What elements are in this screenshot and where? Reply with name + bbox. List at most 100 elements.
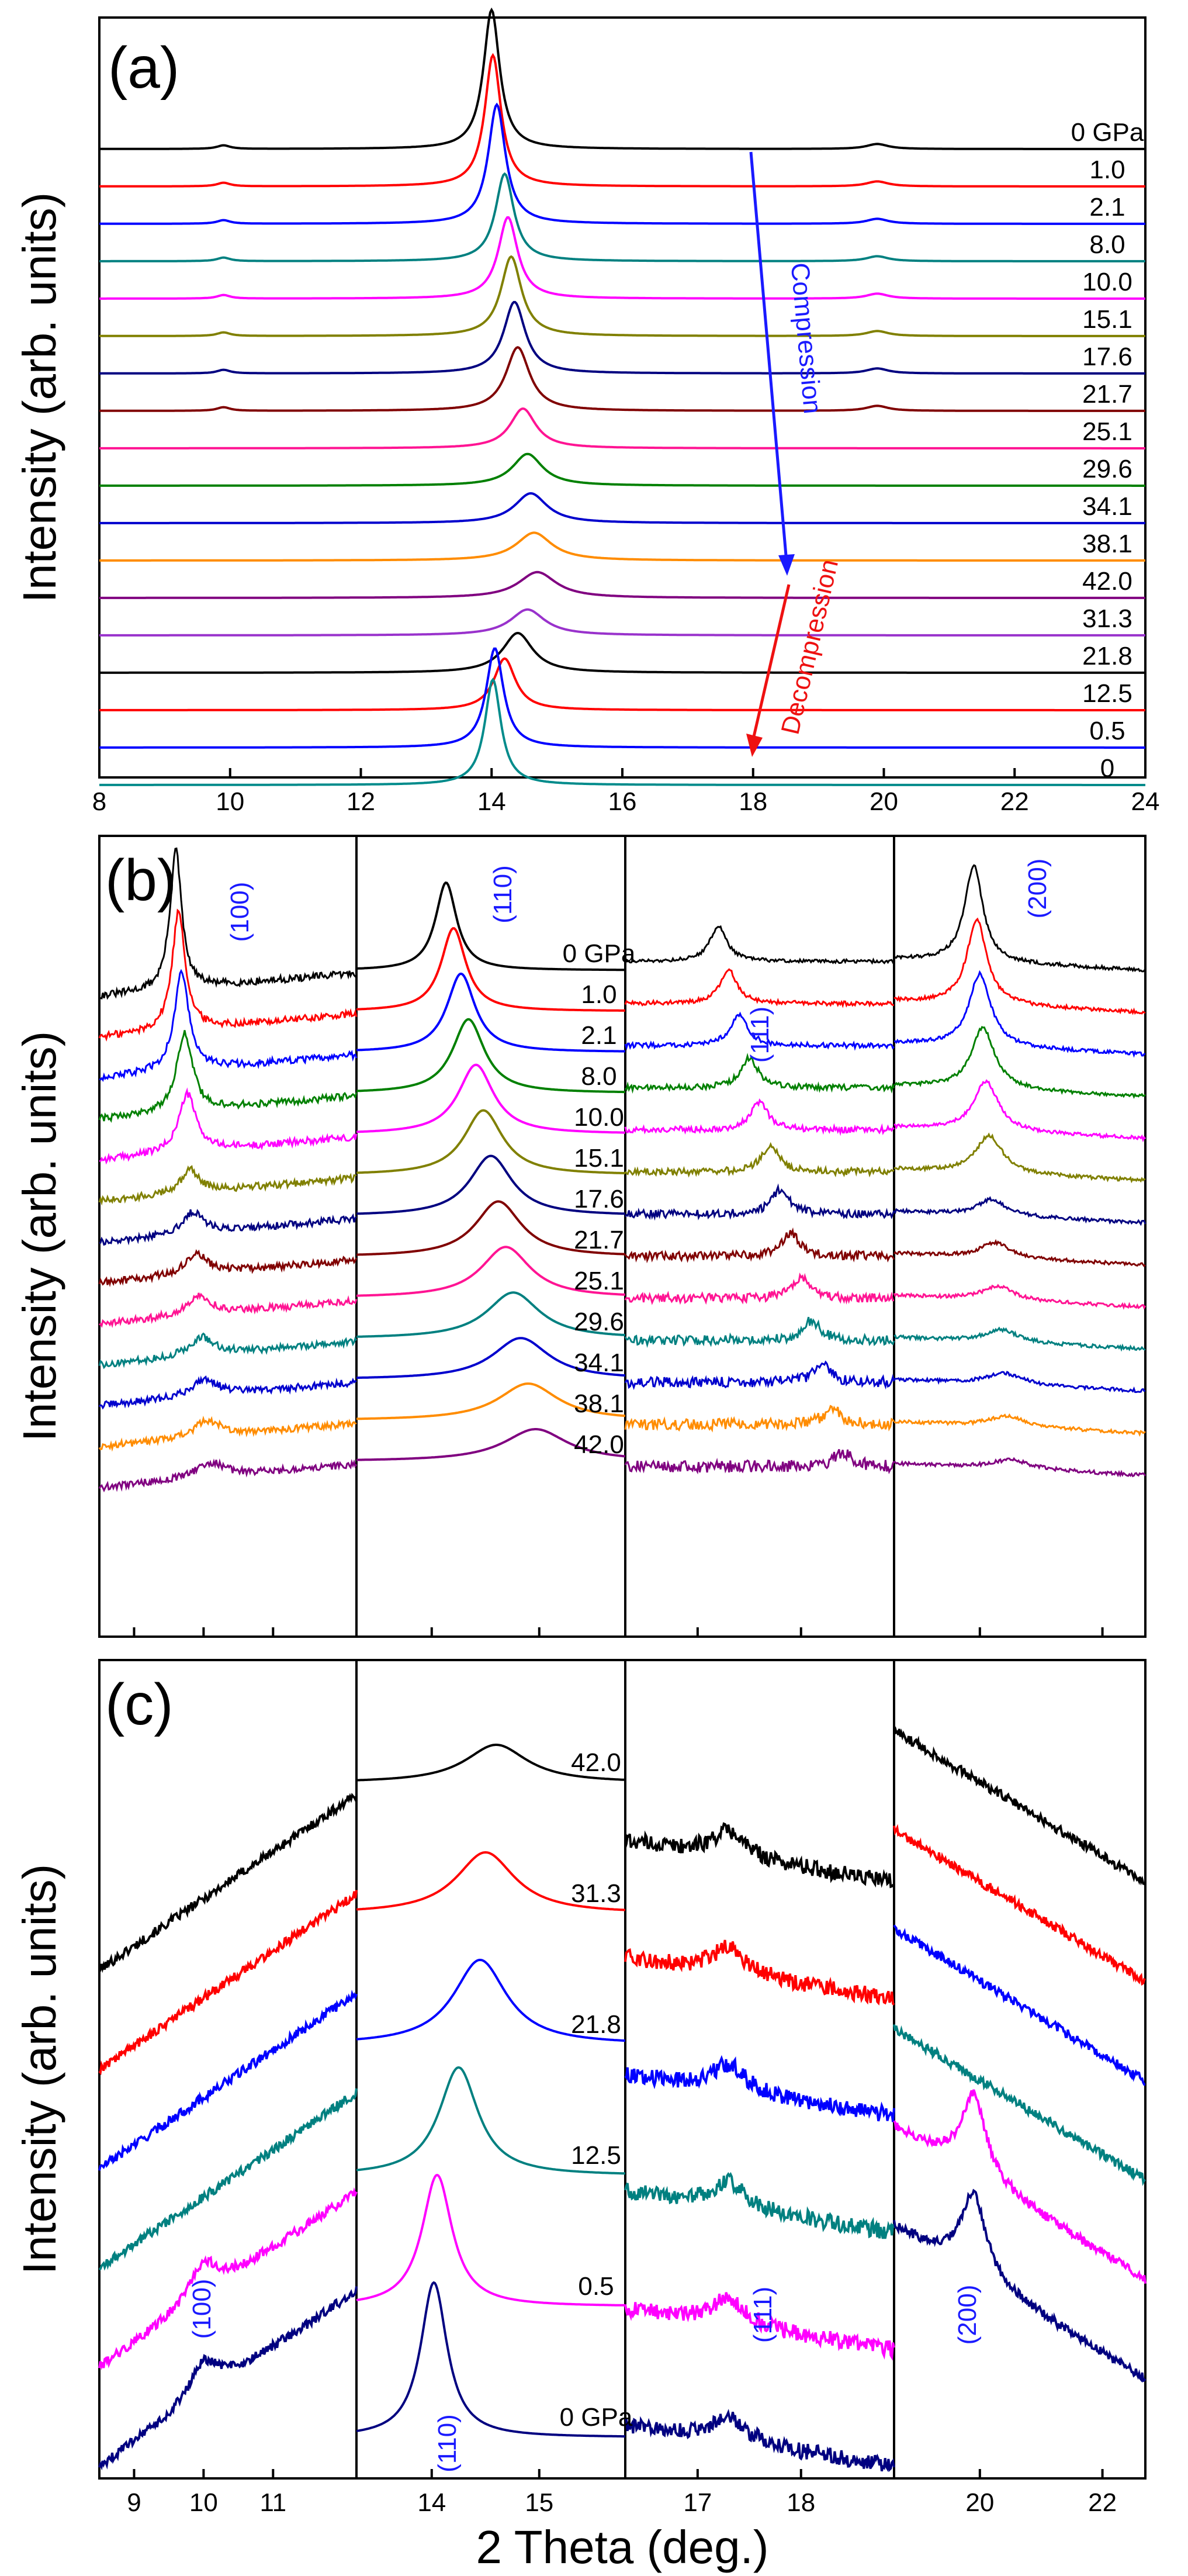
panel-c-series-label: 0 GPa (560, 2403, 633, 2432)
panel-c-100-curve (98, 1989, 358, 2171)
panel-c-tick-label: 15 (525, 2488, 553, 2517)
panel-b-label: (b) (105, 848, 176, 913)
panel-c-x-ticks: 9 10 11 14 15 17 18 20 22 (127, 2469, 1117, 2517)
panel-b-111-curve (624, 1142, 895, 1178)
panel-b-111-curve (624, 1448, 895, 1475)
panel-c-100-curve (98, 1890, 358, 2076)
panel-c-111-curve (624, 2172, 895, 2239)
panel-a-curves (99, 7, 1145, 786)
panel-c-110-curve (356, 2066, 625, 2175)
panel-c-tick-label: 9 (127, 2488, 141, 2517)
panel-b-curves (98, 847, 1147, 1493)
decompression-arrowhead (746, 734, 763, 757)
panel-a-series-label: 38.1 (1082, 530, 1132, 558)
panel-c-tick-label: 10 (189, 2488, 218, 2517)
panel-b-200-curve (893, 970, 1146, 1058)
panel-a-curve (99, 300, 1145, 375)
panel-b-200-curve (893, 1457, 1147, 1478)
panel-a-tick-label: 18 (739, 787, 767, 816)
panel-b-110-curve (356, 1246, 626, 1297)
panel-b-hkl-111: (111) (746, 1007, 774, 1063)
panel-a-series-label: 0 (1100, 754, 1114, 783)
panel-b-100-curve (98, 1332, 358, 1370)
panel-b-200-curve (893, 1079, 1147, 1143)
panel-b-111-curve (624, 1227, 895, 1264)
panel-a-curve (99, 608, 1145, 637)
panel-a-series-label: 8.0 (1089, 230, 1125, 259)
panel-a-curve (99, 346, 1145, 412)
panel-c-hkl-111: (111) (749, 2287, 777, 2343)
panel-a-tick-label: 22 (1000, 787, 1029, 816)
panel-a-curve (99, 216, 1145, 300)
panel-c-200-curve (893, 1924, 1146, 2086)
panel-b-100-curve (99, 1209, 358, 1246)
panel-c-111-curve (624, 1939, 895, 2006)
panel-c-label: (c) (105, 1672, 174, 1737)
panel-a-series-label: 17.6 (1082, 343, 1132, 371)
panel-b-100-curve (98, 1415, 357, 1452)
panel-c-100-curve (98, 1793, 358, 1973)
panel-a-series-label: 25.1 (1082, 417, 1132, 446)
panel-a-tick-label: 16 (608, 787, 637, 816)
panel-c-100-curve (98, 2286, 358, 2471)
panel-a-tick-label: 12 (347, 787, 375, 816)
panel-c-series-label: 21.8 (571, 2010, 621, 2039)
panel-b-series-label: 15.1 (574, 1144, 624, 1173)
panel-b-frame (98, 835, 1147, 1638)
compression-arrowhead (778, 554, 795, 576)
panel-b-hkl-100: (100) (226, 882, 254, 942)
panel-b-100-curve (99, 1087, 358, 1165)
panel-b-series-label: 8.0 (581, 1062, 616, 1091)
panel-a-series-label: 0 GPa (1071, 118, 1144, 147)
panel-a-label: (a) (108, 35, 179, 101)
panel-b-200-curve (893, 1326, 1146, 1352)
panel-c-tick-label: 18 (787, 2488, 815, 2517)
panel-c-100-curve (98, 2088, 358, 2271)
panel-b-100-curve (99, 969, 358, 1082)
panel-b-series-label: 1.0 (581, 980, 616, 1009)
panel-c-110-curve (356, 2173, 625, 2307)
panel-b-series-label: 42.0 (574, 1430, 624, 1459)
panel-b-111-curve (624, 1405, 895, 1433)
panel-b-110-curve (356, 973, 626, 1053)
panel-c-frame (98, 1659, 1147, 2480)
panel-b-series-label: 25.1 (574, 1267, 624, 1295)
panel-a-series-label: 10.0 (1082, 268, 1132, 296)
panel-c-series-label: 31.3 (571, 1879, 621, 1908)
panel-b-series-label: 10.0 (574, 1103, 624, 1132)
panel-b-111-curve (624, 1360, 895, 1390)
x-axis-title: 2 Theta (deg.) (476, 2521, 768, 2573)
panel-a-series-label: 29.6 (1082, 455, 1132, 483)
panel-c-series-label: 12.5 (571, 2141, 621, 2170)
panel-b-series-label: 29.6 (574, 1308, 624, 1336)
panel-c-tick-label: 14 (417, 2488, 446, 2517)
panel-b-110-curve (356, 1337, 626, 1379)
panel-b-111-curve (625, 925, 895, 965)
panel-c-hkl-110: (110) (433, 2414, 462, 2472)
panel-c-110-curve (356, 1744, 626, 1782)
panel-b-200-curve (893, 864, 1147, 973)
panel-a-curve (99, 452, 1145, 487)
panel-a-series-label: 21.7 (1082, 380, 1132, 409)
panel-c-series-labels: 42.0 31.3 21.8 12.5 0.5 0 GPa (560, 1748, 633, 2432)
panel-b-200-curve (893, 1132, 1146, 1184)
panel-a-series-label: 42.0 (1082, 567, 1132, 596)
panel-b-110-curve (356, 1154, 626, 1215)
panel-c-200-curve (893, 2188, 1147, 2383)
panel-b-111-curve (624, 1098, 895, 1136)
panel-c-series-label: 0.5 (578, 2272, 614, 2301)
panel-c-series-label: 42.0 (571, 1748, 621, 1777)
panel-b-111-curve (624, 1053, 895, 1094)
panel-c-200-curve (893, 1824, 1146, 1986)
panel-b-200-curve (893, 917, 1146, 1015)
panel-b-series-label: 2.1 (581, 1021, 616, 1050)
panel-a-series-labels: 0 GPa 1.0 2.1 8.0 10.0 15.1 17.6 21.7 25.1 29.6 34… (1071, 118, 1144, 783)
panel-b-100-curve (99, 847, 357, 1000)
panel-b-x-ticks (133, 1627, 1104, 1637)
panel-c-hkl-200: (200) (953, 2285, 982, 2345)
panel-a-x-ticks: 8 10 12 14 16 18 20 22 24 (92, 768, 1159, 816)
panel-b-100-curve (98, 1375, 357, 1410)
panel-c-111-curve (624, 2055, 895, 2122)
panel-b-series-label: 17.6 (574, 1185, 624, 1213)
